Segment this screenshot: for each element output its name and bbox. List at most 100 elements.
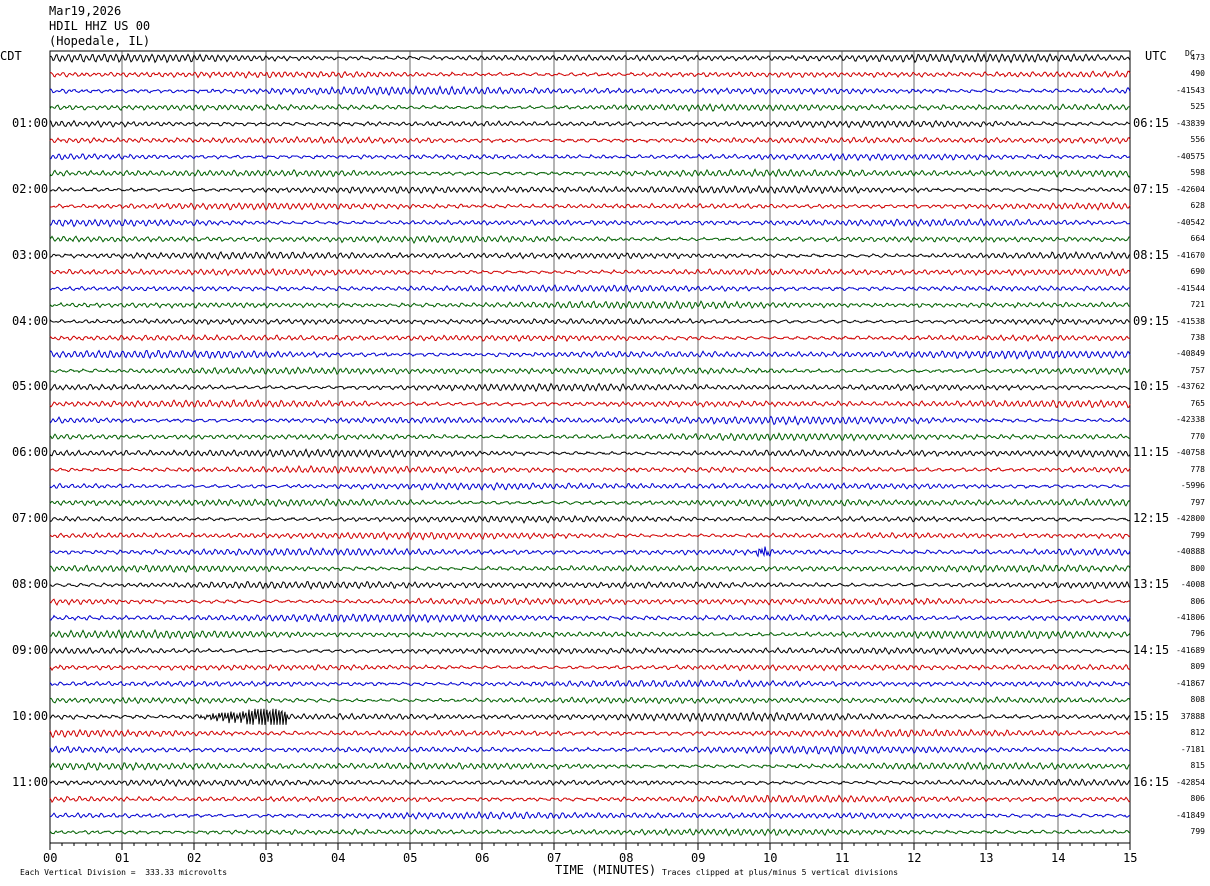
x-tick-label: 03 [259,851,274,865]
dc-offset-label: 757 [1190,365,1205,375]
dc-offset-label: -41670 [1176,250,1205,260]
trace-row-11 [49,235,1131,244]
right-time-label: 14:15 [1133,642,1170,657]
trace-row-26 [49,481,1131,491]
dc-offset-label: 770 [1190,431,1205,441]
cdt-axis-label: CDT [0,49,22,63]
trace-row-29 [49,531,1131,541]
trace-row-17 [49,333,1131,343]
trace-row-47 [49,828,1131,837]
dc-offset-label: -41544 [1176,283,1205,293]
header-date: Mar19,2026 [49,4,122,18]
right-time-label: 08:15 [1133,247,1170,262]
right-time-label: 06:15 [1133,115,1170,130]
trace-row-31 [49,564,1131,574]
dc-offset-label: -5996 [1180,481,1205,491]
trace-row-41 [49,728,1131,739]
dc-offset-label: 812 [1190,728,1205,738]
dc-offset-label: 721 [1190,300,1205,310]
trace-row-22 [49,415,1131,426]
right-time-label: 12:15 [1133,511,1170,526]
dc-offset-label: -42604 [1176,184,1205,194]
dc-offset-label: 664 [1190,234,1205,244]
dc-offset-label: -40575 [1176,151,1205,161]
left-time-label: 02:00 [12,181,49,196]
dc-offset-label: -42854 [1176,777,1205,787]
utc-axis-label: UTC [1145,49,1167,63]
trace-row-25 [49,464,1131,475]
dc-offset-label: 809 [1190,662,1205,672]
x-tick-label: 04 [331,851,346,865]
x-tick-label: 13 [979,851,994,865]
dc-offset-label: 778 [1190,464,1205,474]
left-time-label: 07:00 [12,511,49,526]
dc-offset-label: 556 [1190,135,1205,145]
left-time-label: 06:00 [12,445,49,460]
left-time-label: 01:00 [12,115,49,130]
x-tick-label: 02 [187,851,202,865]
trace-row-33 [49,597,1131,606]
dc-offset-label: -41867 [1176,678,1205,688]
dc-offset-label: 808 [1190,695,1205,705]
trace-row-12 [49,250,1131,260]
trace-row-45 [49,794,1131,804]
trace-row-3 [49,102,1131,113]
trace-row-19 [49,366,1131,376]
right-time-label: 11:15 [1133,445,1170,460]
x-tick-label: 09 [691,851,706,865]
trace-row-15 [49,300,1131,310]
dc-offset-label: 525 [1190,102,1205,112]
trace-row-27 [49,498,1131,508]
trace-row-5 [49,135,1131,145]
trace-row-4 [49,119,1131,129]
dc-offset-label: 473 [1190,53,1205,62]
x-axis-label: TIME (MINUTES) [555,863,657,877]
dc-offset-label: 815 [1190,761,1205,771]
trace-row-9 [49,201,1131,211]
dc-offset-label: 797 [1190,497,1205,507]
right-time-label: 13:15 [1133,577,1170,592]
trace-row-21 [49,399,1131,409]
x-tick-label: 07 [547,851,562,865]
right-time-label: 09:15 [1133,313,1170,328]
dc-offset-label: 799 [1190,530,1205,540]
trace-row-10 [49,217,1131,228]
left-time-label: 09:00 [12,642,49,657]
x-tick-label: 06 [475,851,490,865]
x-tick-label: 11 [835,851,850,865]
dc-offset-label: -40542 [1176,217,1205,227]
dc-offset-label: -42338 [1176,415,1205,425]
trace-row-34 [49,613,1131,624]
dc-offset-label: 598 [1190,168,1205,178]
trace-row-44 [49,778,1131,788]
dc-offset-label: 806 [1190,794,1205,804]
trace-row-18 [49,349,1131,360]
trace-row-42 [49,745,1131,756]
dc-offset-label: -40758 [1176,448,1205,458]
trace-row-14 [49,284,1131,293]
dc-offset-label: -41689 [1176,645,1205,655]
dc-offset-label: 690 [1190,267,1205,277]
trace-row-24 [49,448,1131,459]
trace-row-46 [49,810,1131,820]
dc-offset-label: -7181 [1180,744,1205,754]
left-time-label: 05:00 [12,379,49,394]
dc-offset-label: -42800 [1176,514,1205,524]
left-time-label: 08:00 [12,577,49,592]
trace-row-39 [49,696,1131,705]
dc-offset-label: -43762 [1176,382,1205,392]
dc-offset-label: -43839 [1176,118,1205,128]
trace-row-1 [49,70,1131,79]
trace-row-16 [49,317,1131,326]
dc-offset-label: 796 [1190,629,1205,639]
dc-offset-label: 765 [1190,398,1205,408]
trace-row-36 [49,646,1131,656]
dc-offset-label: 490 [1190,69,1205,79]
dc-offset-label: 37888 [1180,711,1205,721]
trace-row-0 [49,52,1131,64]
trace-row-28 [49,515,1131,524]
right-time-label: 15:15 [1133,708,1170,723]
dc-offset-label: -41538 [1176,316,1205,326]
dc-offset-label: 628 [1190,201,1205,211]
